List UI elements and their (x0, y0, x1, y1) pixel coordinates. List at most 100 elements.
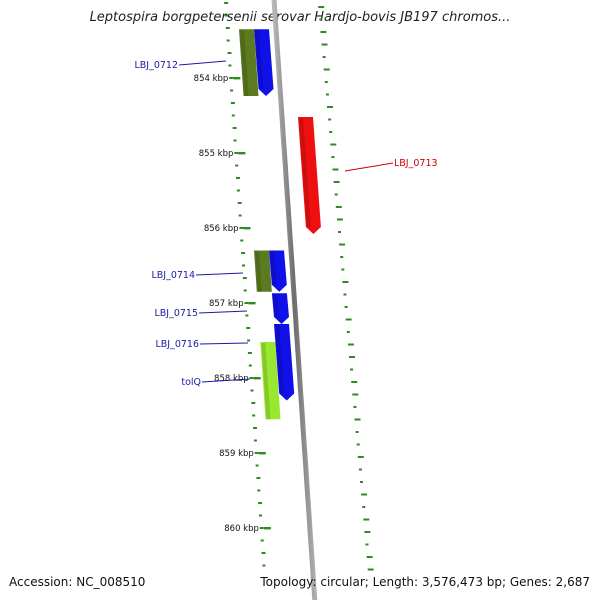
gc-skew-track-outer (318, 6, 374, 571)
gc-dot (322, 56, 326, 58)
map-title: Leptospira borgpetersenii serovar Hardjo… (89, 10, 511, 25)
gene-label-lbj-0716[interactable]: LBJ_0716 (155, 339, 249, 350)
gene-label-text[interactable]: tolQ (181, 377, 201, 388)
gc-dot (355, 431, 359, 433)
gc-dot (261, 552, 266, 554)
gc-dot (329, 131, 333, 133)
gc-dot (234, 152, 239, 154)
tick-mark (258, 452, 266, 455)
gc-dot (353, 406, 357, 408)
gene-shade (255, 251, 262, 292)
tick-label: 857 kbp (209, 299, 244, 309)
gene-lbj-0714[interactable] (254, 250, 272, 292)
tick-label: 856 kbp (204, 224, 239, 234)
gc-dot (335, 206, 342, 208)
gc-dot (260, 539, 264, 542)
gene-lbj-0713[interactable] (298, 117, 321, 234)
gc-dot (350, 368, 354, 371)
gene-label-text[interactable]: LBJ_0712 (134, 60, 178, 71)
gene-label-lbj-0714[interactable]: LBJ_0714 (151, 270, 244, 281)
tick-mark (238, 152, 246, 155)
gc-dot (248, 364, 252, 367)
gc-dot (327, 106, 333, 108)
scale-tick: 859 kbp (219, 449, 266, 459)
gc-dot (231, 114, 235, 117)
gc-dot (334, 193, 338, 196)
gene-label-lbj-0715[interactable]: LBJ_0715 (154, 308, 248, 319)
gene-lbj-0712-orf[interactable] (239, 29, 259, 96)
scale-tick: 855 kbp (199, 149, 246, 159)
tick-label: 860 kbp (224, 524, 259, 534)
gc-dot (238, 214, 242, 217)
gc-skew-track-inner (224, 2, 266, 567)
gc-dot (225, 27, 230, 29)
gene-label-text[interactable]: LBJ_0713 (394, 158, 438, 169)
label-leader-line (198, 310, 248, 314)
gc-dot (356, 443, 360, 446)
gc-dot (363, 518, 370, 521)
gc-dot (342, 281, 349, 283)
gene-shade (299, 118, 311, 227)
gc-dot (319, 18, 323, 21)
gene-labels: LBJ_0712 LBJ_0713 LBJ_0714 LBJ_0715 LBJ_0716… (134, 60, 437, 388)
gene-shade (255, 30, 264, 89)
gene-label-lbj-0713[interactable]: LBJ_0713 (344, 158, 438, 172)
chromosome-backbone (271, 0, 318, 600)
gc-dot (242, 277, 247, 279)
gene-label-tolq[interactable]: tolQ (181, 377, 251, 388)
gc-dot (338, 231, 341, 233)
tick-label: 859 kbp (219, 449, 254, 459)
gc-dot (229, 77, 234, 79)
gene-label-text[interactable]: LBJ_0715 (154, 308, 198, 319)
gene-lbj-0716[interactable] (274, 324, 295, 401)
gene-lbj-0715[interactable] (271, 293, 289, 324)
gc-dot (256, 477, 261, 479)
gene-lbj-0714b[interactable] (269, 250, 287, 292)
tick-mark (253, 377, 261, 380)
gene-tolq[interactable] (260, 342, 281, 420)
gc-dot (259, 514, 262, 517)
gc-dot (236, 177, 240, 179)
tick-label: 854 kbp (194, 74, 229, 84)
gene-shade (272, 294, 279, 317)
gc-dot (346, 331, 350, 333)
gene-label-text[interactable]: LBJ_0714 (151, 270, 195, 281)
scale-tick: 860 kbp (224, 524, 271, 534)
gene-label-text[interactable]: LBJ_0716 (155, 339, 199, 350)
gc-dot (349, 356, 355, 358)
gc-dot (247, 352, 252, 354)
gc-dot (242, 264, 245, 267)
gc-dot (343, 293, 347, 296)
gc-dot (226, 39, 230, 42)
gc-dot (333, 181, 340, 183)
gc-dot (341, 268, 345, 271)
scale-ticks: 854 kbp 855 kbp 856 kbp 857 kbp 858 kbp 859 k… (194, 74, 271, 534)
gc-dot (364, 531, 371, 533)
gc-dot (367, 568, 374, 571)
gc-dot (239, 227, 244, 229)
gc-dot (259, 527, 264, 529)
gc-dot (244, 302, 249, 304)
gc-dot (339, 243, 346, 246)
tick-mark (233, 77, 241, 80)
gc-dot (347, 343, 354, 346)
gc-dot (253, 427, 257, 429)
gc-dot (324, 81, 328, 83)
gc-dot (366, 556, 373, 558)
label-leader-line (201, 378, 251, 383)
gc-dot (352, 393, 359, 396)
scale-tick: 856 kbp (204, 224, 251, 234)
gene-shade (270, 251, 277, 285)
gc-dot (230, 89, 234, 92)
scale-tick: 857 kbp (209, 299, 256, 309)
gc-dot (258, 502, 263, 504)
tick-mark (263, 527, 271, 530)
tick-label: 855 kbp (199, 149, 234, 159)
gc-dot (357, 456, 364, 458)
gc-dot (362, 506, 366, 508)
gc-dot (257, 489, 261, 492)
gene-lbj-0712[interactable] (254, 29, 274, 96)
gc-dot (365, 543, 369, 546)
gene-label-lbj-0712[interactable]: LBJ_0712 (134, 60, 227, 71)
gc-dot (230, 102, 235, 104)
